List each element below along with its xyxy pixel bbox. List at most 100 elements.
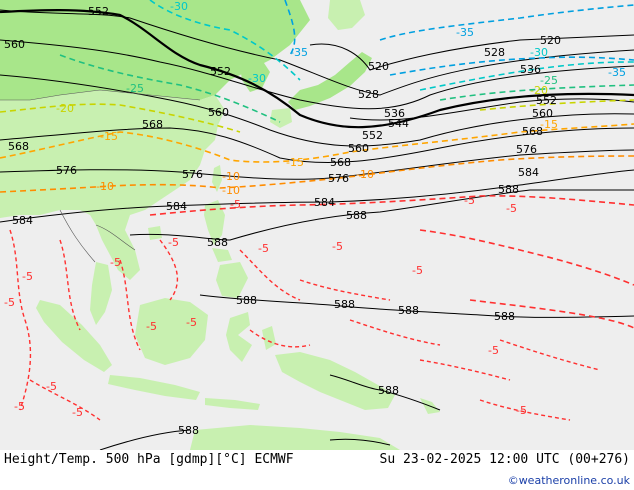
height-label: 560 [4,38,25,51]
temp-label: -30 [170,0,188,13]
map-canvas: 552 560 552 560 568 568 576 576 584 584 … [0,0,634,450]
height-label: 588 [498,183,519,196]
isotherm-minus30 [149,0,634,91]
land-malay-peninsula [90,262,112,325]
temp-label: -15 [540,118,558,131]
land-borneo [135,298,208,365]
height-label: 576 [516,143,537,156]
temp-label: -35 [290,46,308,59]
land-australia-north [190,425,400,450]
temp-label: -5 [332,240,343,253]
height-label: 588 [494,310,515,323]
temp-label: -5 [412,264,423,277]
height-label: 552 [88,5,109,18]
height-label: 560 [348,142,369,155]
contour-560 [0,74,634,147]
temp-label: -15 [286,156,304,169]
temp-label: -20 [530,84,548,97]
contour-536 [0,39,634,110]
land-sulawesi [226,312,252,362]
height-label: 528 [484,46,505,59]
height-label: 544 [388,117,409,130]
land-hainan [148,226,162,240]
height-label: 576 [56,164,77,177]
contour-528 [0,9,634,96]
temp-label: -25 [126,82,144,95]
land-lesser-sunda [205,398,260,410]
map-title: Height/Temp. 500 hPa [gdmp][°C] ECMWF [4,452,294,467]
temp-label: -5 [258,242,269,255]
height-label: 552 [536,94,557,107]
contour-588-png [329,374,441,411]
height-label: 528 [358,88,379,101]
height-label: 536 [520,63,541,76]
land-sumatra [36,300,112,372]
temp-label: -5 [46,380,57,393]
map-footer: Height/Temp. 500 hPa [gdmp][°C] ECMWF Su… [0,450,634,490]
temp-label: -5 [4,296,15,309]
height-label: 584 [12,214,33,227]
height-label: 576 [328,172,349,185]
land-luzon [204,200,225,245]
height-label: 588 [178,424,199,437]
temp-label: -5 [506,202,517,215]
credit-link[interactable]: ©weatheronline.co.uk [507,474,630,487]
land-java [108,375,200,400]
temp-label-layer: -30 -25 -20 -15 -15 -10 -10 -10 -5 -5 -5… [4,0,626,419]
land-visayas [212,248,232,262]
temp-label: -10 [96,180,114,193]
temp-label: -10 [222,170,240,183]
height-label: 568 [330,156,351,169]
height-label: 568 [522,125,543,138]
height-label: 552 [362,129,383,142]
temp-label: -30 [530,46,548,59]
contour-520 [309,34,634,71]
height-label: 520 [368,60,389,73]
temp-label: -5 [72,406,83,419]
land-kyushu [270,108,292,128]
contour-584 [0,169,634,223]
height-label: 576 [182,168,203,181]
contour-588-bottom [99,429,391,450]
isotherm-minus5-scatter [9,229,601,421]
contour-588-south [199,294,634,318]
height-label: 568 [142,118,163,131]
isotherm-minus5-east [419,229,634,329]
height-label: 520 [540,34,561,47]
temp-label: -30 [248,72,266,85]
temp-label: -5 [110,256,121,269]
contour-576 [0,149,634,180]
temp-label: -5 [230,198,241,211]
land-taiwan [212,165,222,192]
height-label: 588 [236,294,257,307]
temp-label: -25 [540,74,558,87]
contour-568 [0,127,634,164]
contour-552-thick [0,9,634,129]
temp-label: -10 [222,184,240,197]
temperature-contours [0,0,634,421]
land-new-guinea [275,352,395,410]
temp-label: -5 [464,194,475,207]
temp-label: -5 [146,320,157,333]
valid-time: Su 23-02-2025 12:00 UTC (00+276) [379,452,630,467]
temp-label: -5 [14,400,25,413]
height-label: 588 [207,236,228,249]
isotherm-minus20 [0,99,634,133]
temp-label: -5 [186,316,197,329]
isotherm-minus10 [0,155,634,193]
height-label: 584 [518,166,539,179]
isotherm-minus15 [0,123,634,163]
isotherm-minus25 [59,54,634,123]
height-label: 588 [398,304,419,317]
height-label: 568 [8,140,29,153]
temp-label: -5 [516,404,527,417]
temp-label: -15 [100,130,118,143]
isotherm-minus35 [284,0,634,76]
height-label: 560 [532,107,553,120]
temp-label: -35 [608,66,626,79]
contour-588-north [129,189,634,241]
height-label: 584 [166,200,187,213]
temp-label: -5 [168,236,179,249]
height-contours [0,9,634,450]
